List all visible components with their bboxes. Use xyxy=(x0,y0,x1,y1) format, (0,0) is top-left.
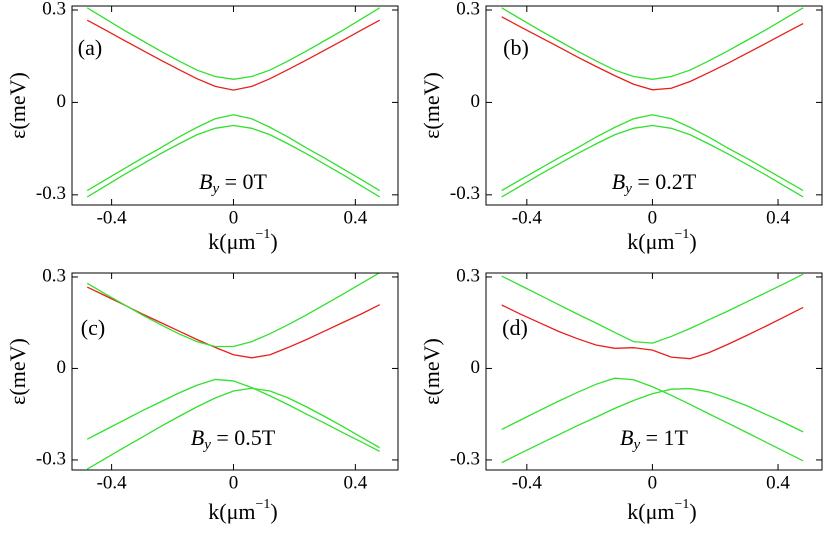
panel: -0.4 0 0.4 -0.3 0 0.3 (c) ε(meV) k(μm−1) By = 0.5… xyxy=(5,265,399,524)
x-label-close: ) xyxy=(270,229,277,254)
y-axis-label: ε(meV) xyxy=(5,338,30,405)
plot-frame xyxy=(485,272,823,471)
plot-frame xyxy=(71,272,399,471)
y-tick-label: 0.3 xyxy=(456,265,480,286)
plot-frame xyxy=(71,5,399,206)
y-axis-label: ε(meV) xyxy=(419,338,444,405)
x-label-close: ) xyxy=(689,499,696,524)
x-axis-label: k(μm−1) xyxy=(627,497,696,524)
panel-label: (c) xyxy=(81,315,105,340)
annotation-sub: y xyxy=(631,437,640,453)
annotation-base: B xyxy=(620,425,633,450)
band-line xyxy=(86,114,381,192)
x-axis-label: k(μm−1) xyxy=(208,227,277,254)
y-tick-label: -0.3 xyxy=(450,183,480,204)
x-label-base: k(μm xyxy=(627,499,674,524)
x-tick-label: 0.4 xyxy=(766,472,790,493)
plot-frame xyxy=(485,5,823,206)
x-tick-label: 0 xyxy=(648,472,658,493)
x-tick-label: -0.4 xyxy=(97,472,128,493)
panel-label: (b) xyxy=(503,35,529,60)
x-label-sup: −1 xyxy=(256,497,271,512)
x-tick-label: -0.4 xyxy=(512,207,543,228)
x-axis-label: k(μm−1) xyxy=(208,497,277,524)
panel-label: (d) xyxy=(502,315,528,340)
x-label-close: ) xyxy=(270,499,277,524)
annotation-sub: y xyxy=(202,437,211,453)
band-line xyxy=(86,273,381,348)
annotation: By = 1T xyxy=(620,425,689,453)
x-tick-label: 0 xyxy=(229,207,239,228)
y-tick-label: -0.3 xyxy=(36,448,66,469)
x-tick-label: 0.4 xyxy=(766,207,790,228)
band-line xyxy=(501,377,804,462)
annotation-rest: = 1T xyxy=(640,425,688,450)
panel: -0.4 0 0.4 -0.3 0 0.3 (d) ε(meV) k(μm−1) By = 1T xyxy=(419,265,823,524)
annotation: By = 0.2T xyxy=(612,169,697,197)
panel: -0.4 0 0.4 -0.3 0 0.3 (b) ε(meV) k(μm−1) By = 0.2… xyxy=(419,0,823,254)
x-tick-label: 0 xyxy=(648,207,658,228)
annotation: By = 0T xyxy=(199,169,268,197)
band-line xyxy=(501,114,804,192)
y-tick-label: 0.3 xyxy=(42,265,66,286)
x-tick-label: 0 xyxy=(229,472,239,493)
x-label-sup: −1 xyxy=(675,497,690,512)
annotation-rest: = 0.5T xyxy=(211,425,276,450)
annotation-rest: = 0.2T xyxy=(632,169,697,194)
x-label-close: ) xyxy=(689,229,696,254)
band-line xyxy=(501,273,804,344)
y-tick-label: -0.3 xyxy=(36,183,66,204)
y-tick-label: 0 xyxy=(471,357,481,378)
y-tick-label: 0 xyxy=(57,91,67,112)
x-label-base: k(μm xyxy=(627,229,674,254)
x-tick-label: 0.4 xyxy=(343,207,367,228)
y-tick-label: -0.3 xyxy=(450,448,480,469)
band-line xyxy=(86,378,381,452)
x-label-base: k(μm xyxy=(208,229,255,254)
y-axis-label: ε(meV) xyxy=(419,72,444,139)
y-tick-label: 0 xyxy=(57,357,67,378)
annotation-base: B xyxy=(199,169,212,194)
panel: -0.4 0 0.4 -0.3 0 0.3 (a) ε(meV) k(μm−1) By = 0T xyxy=(5,0,399,254)
y-tick-label: 0 xyxy=(471,91,481,112)
x-label-base: k(μm xyxy=(208,499,255,524)
y-tick-label: 0.3 xyxy=(456,0,480,19)
annotation-sub: y xyxy=(623,181,632,197)
annotation-rest: = 0T xyxy=(219,169,267,194)
annotation-sub: y xyxy=(210,181,219,197)
y-tick-label: 0.3 xyxy=(42,0,66,19)
band-line xyxy=(501,387,804,464)
x-label-sup: −1 xyxy=(256,227,271,242)
band-line xyxy=(501,304,804,360)
band-line xyxy=(501,124,804,198)
y-axis-label: ε(meV) xyxy=(5,72,30,139)
band-line xyxy=(86,19,381,91)
x-label-sup: −1 xyxy=(675,227,690,242)
band-line xyxy=(501,16,804,91)
annotation: By = 0.5T xyxy=(191,425,276,453)
x-tick-label: 0.4 xyxy=(343,472,367,493)
panel-label: (a) xyxy=(78,35,102,60)
x-tick-label: -0.4 xyxy=(512,472,543,493)
band-line xyxy=(86,7,381,80)
x-tick-label: -0.4 xyxy=(97,207,128,228)
band-line xyxy=(86,387,381,470)
annotation-base: B xyxy=(612,169,625,194)
x-axis-label: k(μm−1) xyxy=(627,227,696,254)
annotation-base: B xyxy=(191,425,204,450)
band-line xyxy=(501,7,804,80)
band-line xyxy=(86,124,381,198)
